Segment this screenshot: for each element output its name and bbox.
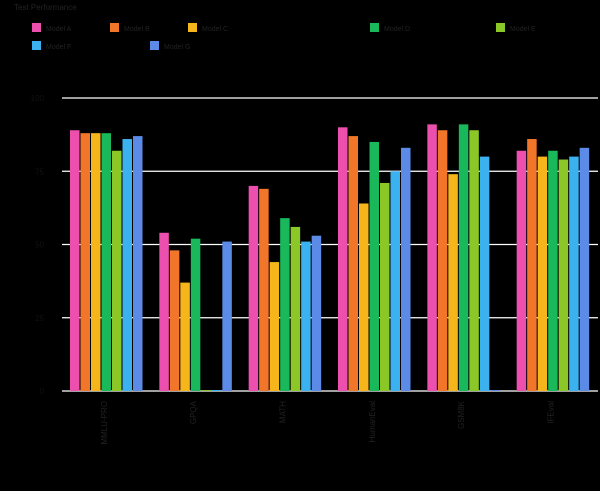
bar xyxy=(569,156,579,391)
legend-swatch xyxy=(496,23,505,32)
legend-title: Test Performance xyxy=(14,3,77,12)
bar xyxy=(70,130,80,392)
bar xyxy=(448,174,458,391)
bar xyxy=(380,182,390,391)
x-axis-categories: MMLU-PRO GPQA MATH HumanEval GSM8K IFEval xyxy=(100,400,556,444)
legend-swatch xyxy=(32,41,41,50)
bar xyxy=(458,124,469,392)
y-tick-label: 0 xyxy=(40,387,45,396)
bar xyxy=(80,133,90,391)
legend: Test Performance Model A Model B Model C Mo… xyxy=(14,3,536,51)
y-axis-ticks: 0 25 50 75 100 xyxy=(31,94,45,396)
legend-label: Model E xyxy=(510,26,536,33)
y-tick-label: 75 xyxy=(35,167,44,176)
legend-label: Model C xyxy=(202,26,228,33)
bar xyxy=(222,241,232,391)
bar xyxy=(548,150,558,391)
bar xyxy=(469,130,479,392)
y-tick-label: 25 xyxy=(35,314,44,323)
bar xyxy=(122,139,132,391)
legend-label: Model G xyxy=(164,44,190,51)
bar xyxy=(180,282,190,391)
bar xyxy=(490,390,500,391)
bar xyxy=(133,136,143,391)
bar xyxy=(348,136,358,391)
bar xyxy=(248,185,259,391)
x-category-label: GSM8K xyxy=(457,400,466,429)
bar xyxy=(201,390,211,391)
bar xyxy=(558,159,569,391)
bar xyxy=(190,238,201,391)
bar xyxy=(290,226,301,391)
legend-swatch xyxy=(32,23,41,32)
bar xyxy=(101,133,111,391)
bar xyxy=(301,241,311,391)
bar xyxy=(579,147,590,391)
bar xyxy=(169,250,180,391)
legend-swatch xyxy=(150,41,159,50)
bar xyxy=(516,150,527,391)
legend-label: Model F xyxy=(46,44,71,51)
y-tick-label: 100 xyxy=(31,94,45,103)
x-category-label: IFEval xyxy=(546,401,555,424)
bar xyxy=(527,139,537,391)
x-category-label: GPQA xyxy=(189,400,198,424)
legend-swatch xyxy=(110,23,119,32)
gridlines xyxy=(62,97,598,392)
x-category-label: MATH xyxy=(278,401,287,423)
bar xyxy=(369,141,379,391)
legend-label: Model B xyxy=(124,26,150,33)
legend-swatch xyxy=(370,23,379,32)
bar xyxy=(479,156,490,391)
bar xyxy=(427,124,437,392)
x-category-label: MMLU-PRO xyxy=(100,401,109,445)
bar xyxy=(311,235,322,391)
bar xyxy=(338,127,348,392)
bar xyxy=(211,390,222,391)
legend-label: Model A xyxy=(46,26,72,33)
bar xyxy=(280,218,290,391)
bar xyxy=(259,188,269,391)
bar xyxy=(359,203,369,391)
bar xyxy=(437,130,448,392)
bar xyxy=(401,147,411,391)
bar xyxy=(112,150,122,391)
bar xyxy=(390,171,400,391)
legend-swatch xyxy=(188,23,197,32)
x-category-label: HumanEval xyxy=(368,401,377,443)
legend-label: Model D xyxy=(384,26,410,33)
y-tick-label: 50 xyxy=(35,241,44,250)
bar xyxy=(269,262,280,391)
bar xyxy=(537,156,548,391)
bars xyxy=(70,124,590,392)
bar xyxy=(91,133,101,391)
bar xyxy=(159,232,169,391)
